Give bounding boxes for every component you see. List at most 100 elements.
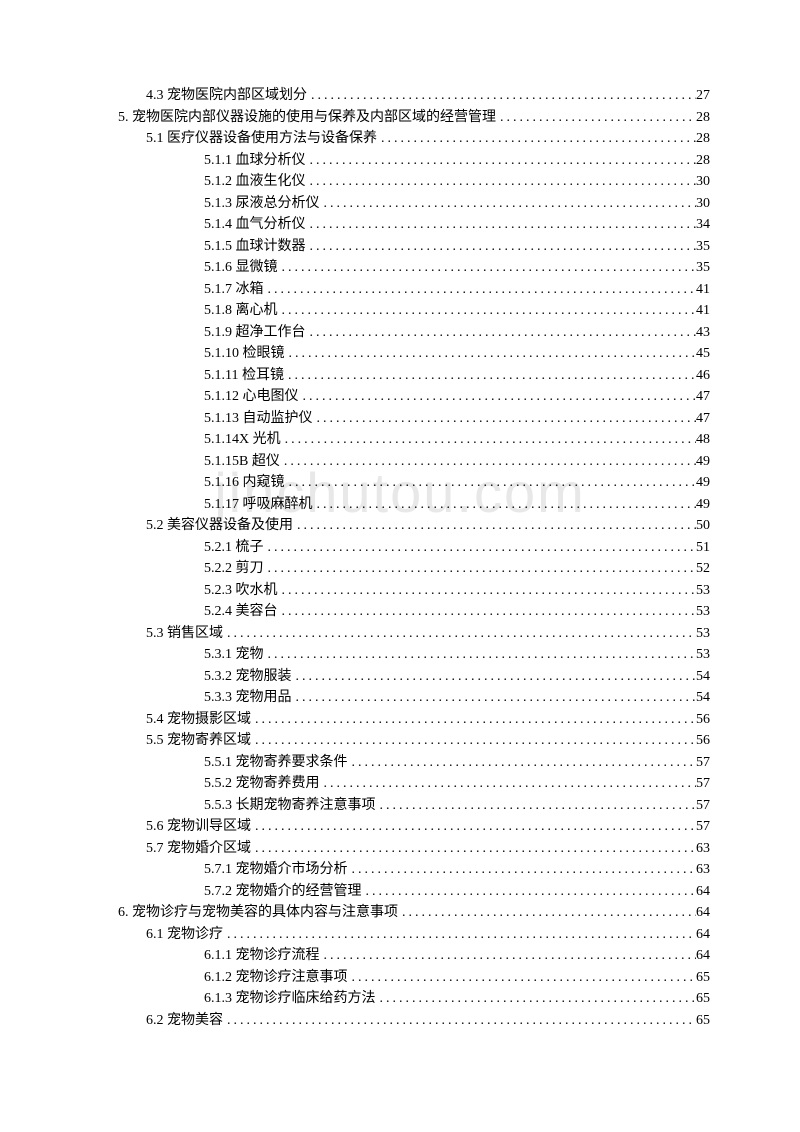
toc-label: 5.1.1 血球分析仪 [204, 150, 306, 172]
toc-label: 6.2 宠物美容 [146, 1010, 223, 1032]
toc-entry: 5.2 美容仪器设备及使用...........................… [90, 515, 710, 537]
toc-page-number: 54 [696, 666, 710, 688]
toc-page-number: 65 [696, 988, 710, 1010]
toc-label: 5.1.16 内窥镜 [204, 472, 285, 494]
toc-label: 5.2.2 剪刀 [204, 558, 264, 580]
toc-label: 5.1.7 冰箱 [204, 279, 264, 301]
toc-entry: 5.1.2 血液生化仪.............................… [90, 171, 710, 193]
toc-label: 5.3.1 宠物 [204, 644, 264, 666]
toc-leader-dots: ........................................… [306, 171, 697, 193]
toc-page-number: 41 [696, 279, 710, 301]
toc-page-number: 53 [696, 601, 710, 623]
toc-leader-dots: ........................................… [264, 537, 697, 559]
toc-label: 6.1.2 宠物诊疗注意事项 [204, 967, 348, 989]
toc-label: 5.1.3 尿液总分析仪 [204, 193, 320, 215]
toc-label: 5.1.5 血球计数器 [204, 236, 306, 258]
toc-entry: 6.1 宠物诊疗................................… [90, 924, 710, 946]
toc-page-number: 28 [696, 107, 710, 129]
toc-entry: 5.1.11 检耳镜..............................… [90, 365, 710, 387]
toc-entry: 5.1.17 呼吸麻醉机............................… [90, 494, 710, 516]
toc-page-number: 64 [696, 924, 710, 946]
toc-entry: 5.7 宠物婚介区域..............................… [90, 838, 710, 860]
toc-leader-dots: ........................................… [376, 988, 697, 1010]
toc-entry: 6.1.2 宠物诊疗注意事项..........................… [90, 967, 710, 989]
toc-page-number: 56 [696, 709, 710, 731]
toc-entry: 5.4 宠物摄影区域..............................… [90, 709, 710, 731]
toc-label: 5.1.11 检耳镜 [204, 365, 284, 387]
toc-page-number: 48 [696, 429, 710, 451]
toc-entry: 5.1.12 心电图仪.............................… [90, 386, 710, 408]
toc-entry: 5.5 宠物寄养区域..............................… [90, 730, 710, 752]
toc-entry: 5.1.10 检眼镜..............................… [90, 343, 710, 365]
toc-page-number: 49 [696, 451, 710, 473]
toc-entry: 6.2 宠物美容................................… [90, 1010, 710, 1032]
toc-leader-dots: ........................................… [292, 687, 697, 709]
toc-leader-dots: ........................................… [278, 257, 697, 279]
toc-label: 6.1 宠物诊疗 [146, 924, 223, 946]
toc-entry: 5.1.1 血球分析仪.............................… [90, 150, 710, 172]
toc-entry: 5.5.3 长期宠物寄养注意事项........................… [90, 795, 710, 817]
toc-entry: 5.1.9 超净工作台.............................… [90, 322, 710, 344]
toc-leader-dots: ........................................… [292, 666, 697, 688]
toc-leader-dots: ........................................… [284, 365, 696, 387]
toc-leader-dots: ........................................… [398, 902, 696, 924]
toc-page-number: 30 [696, 171, 710, 193]
toc-page-number: 41 [696, 300, 710, 322]
toc-entry: 5.1.4 血气分析仪.............................… [90, 214, 710, 236]
toc-label: 6.1.3 宠物诊疗临床给药方法 [204, 988, 376, 1010]
toc-label: 5.2 美容仪器设备及使用 [146, 515, 293, 537]
toc-page-number: 57 [696, 773, 710, 795]
toc-leader-dots: ........................................… [223, 1010, 696, 1032]
toc-page-number: 35 [696, 257, 710, 279]
toc-leader-dots: ........................................… [280, 451, 696, 473]
toc-label: 5.4 宠物摄影区域 [146, 709, 251, 731]
toc-leader-dots: ........................................… [306, 322, 697, 344]
toc-leader-dots: ........................................… [299, 386, 697, 408]
toc-entry: 5.1.15B 超仪..............................… [90, 451, 710, 473]
toc-entry: 6. 宠物诊疗与宠物美容的具体内容与注意事项..................… [90, 902, 710, 924]
toc-label: 5.5.1 宠物寄养要求条件 [204, 752, 348, 774]
toc-label: 5.2.1 梳子 [204, 537, 264, 559]
toc-leader-dots: ........................................… [251, 816, 696, 838]
toc-leader-dots: ........................................… [281, 429, 696, 451]
toc-label: 5.1.13 自动监护仪 [204, 408, 313, 430]
toc-page-number: 64 [696, 881, 710, 903]
toc-entry: 6.1.3 宠物诊疗临床给药方法........................… [90, 988, 710, 1010]
toc-leader-dots: ........................................… [278, 580, 697, 602]
toc-page-number: 50 [696, 515, 710, 537]
toc-page-number: 57 [696, 752, 710, 774]
toc-entry: 5.1 医疗仪器设备使用方法与设备保养.....................… [90, 128, 710, 150]
toc-entry: 6.1.1 宠物诊疗流程............................… [90, 945, 710, 967]
toc-entry: 5.1.5 血球计数器.............................… [90, 236, 710, 258]
toc-leader-dots: ........................................… [496, 107, 696, 129]
toc-page-number: 57 [696, 816, 710, 838]
toc-entry: 5.3 销售区域................................… [90, 623, 710, 645]
toc-leader-dots: ........................................… [285, 343, 697, 365]
toc-page-number: 51 [696, 537, 710, 559]
toc-entry: 5.1.13 自动监护仪............................… [90, 408, 710, 430]
toc-page-number: 28 [696, 150, 710, 172]
toc-entry: 5.5.1 宠物寄养要求条件..........................… [90, 752, 710, 774]
toc-page-number: 49 [696, 494, 710, 516]
toc-label: 5.1.14X 光机 [204, 429, 281, 451]
toc-entry: 5.1.3 尿液总分析仪............................… [90, 193, 710, 215]
toc-label: 6.1.1 宠物诊疗流程 [204, 945, 320, 967]
toc-page-number: 63 [696, 859, 710, 881]
toc-entry: 5.1.14X 光机..............................… [90, 429, 710, 451]
toc-entry: 5.3.1 宠物................................… [90, 644, 710, 666]
toc-leader-dots: ........................................… [278, 601, 697, 623]
toc-label: 5.5.3 长期宠物寄养注意事项 [204, 795, 376, 817]
toc-label: 5.1.4 血气分析仪 [204, 214, 306, 236]
toc-leader-dots: ........................................… [320, 773, 697, 795]
toc-leader-dots: ........................................… [362, 881, 697, 903]
toc-leader-dots: ........................................… [223, 924, 696, 946]
toc-label: 5.7 宠物婚介区域 [146, 838, 251, 860]
toc-entry: 5.7.2 宠物婚介的经营管理.........................… [90, 881, 710, 903]
toc-page-number: 45 [696, 343, 710, 365]
toc-page-number: 49 [696, 472, 710, 494]
toc-label: 5.2.4 美容台 [204, 601, 278, 623]
toc-leader-dots: ........................................… [377, 128, 696, 150]
toc-entry: 5.2.3 吹水机...............................… [90, 580, 710, 602]
toc-entry: 5.3.3 宠物用品..............................… [90, 687, 710, 709]
toc-page-number: 65 [696, 1010, 710, 1032]
